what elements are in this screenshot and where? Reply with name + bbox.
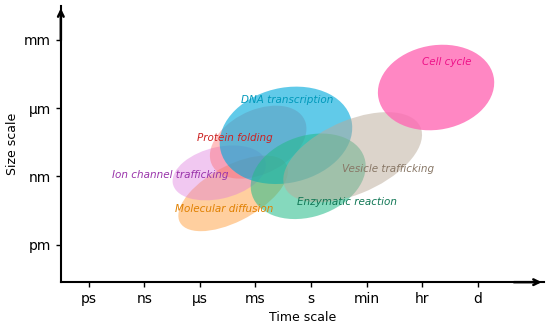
- Ellipse shape: [219, 86, 352, 184]
- Ellipse shape: [178, 155, 288, 231]
- Ellipse shape: [251, 134, 366, 219]
- Ellipse shape: [378, 45, 494, 130]
- Y-axis label: Size scale: Size scale: [6, 113, 19, 175]
- X-axis label: Time scale: Time scale: [269, 312, 336, 324]
- Text: Enzymatic reaction: Enzymatic reaction: [297, 197, 397, 207]
- Ellipse shape: [210, 106, 306, 179]
- Text: Protein folding: Protein folding: [197, 133, 273, 143]
- Ellipse shape: [173, 146, 266, 200]
- Ellipse shape: [283, 112, 422, 202]
- Text: Ion channel trafficking: Ion channel trafficking: [112, 170, 228, 180]
- Text: Cell cycle: Cell cycle: [422, 56, 472, 67]
- Text: Vesicle trafficking: Vesicle trafficking: [342, 164, 434, 175]
- Text: DNA transcription: DNA transcription: [241, 95, 334, 105]
- Text: Molecular diffusion: Molecular diffusion: [175, 204, 273, 214]
